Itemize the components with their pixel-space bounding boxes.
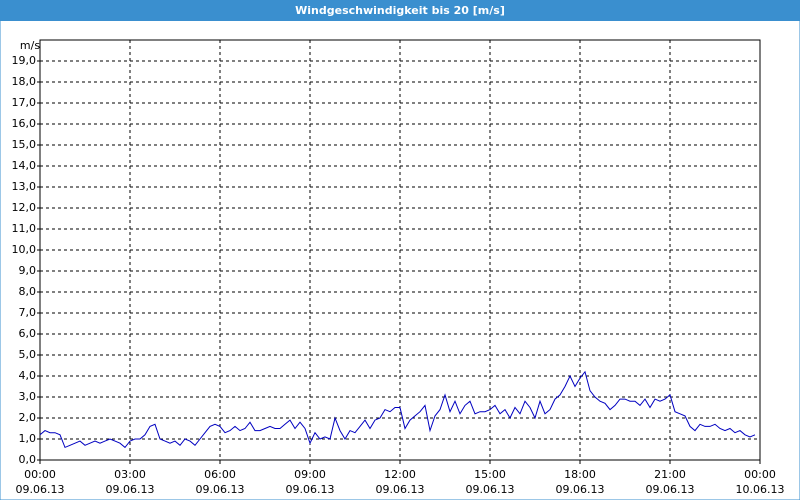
x-tick-label: 06:00 <box>204 468 236 481</box>
x-tick-date: 09.06.13 <box>376 483 425 496</box>
y-tick-label: 1,0 <box>19 432 37 445</box>
y-tick-label: 15,0 <box>12 138 37 151</box>
y-tick-label: 4,0 <box>19 369 37 382</box>
title-bar <box>0 0 800 21</box>
x-tick-date: 09.06.13 <box>466 483 515 496</box>
x-tick-label: 18:00 <box>564 468 596 481</box>
x-tick-date: 09.06.13 <box>16 483 65 496</box>
y-tick-label: 14,0 <box>12 159 37 172</box>
y-tick-label: 8,0 <box>19 285 37 298</box>
x-tick-label: 00:00 <box>24 468 56 481</box>
x-tick-date: 09.06.13 <box>196 483 245 496</box>
x-tick-label: 12:00 <box>384 468 416 481</box>
y-tick-label: 7,0 <box>19 306 37 319</box>
x-tick-date: 09.06.13 <box>556 483 605 496</box>
data-line <box>39 370 756 449</box>
x-tick-date: 09.06.13 <box>646 483 695 496</box>
y-tick-label: 5,0 <box>19 348 37 361</box>
y-tick-label: 9,0 <box>19 264 37 277</box>
x-tick-label: 00:00 <box>744 468 776 481</box>
y-tick-label: 3,0 <box>19 390 37 403</box>
x-tick-label: 21:00 <box>654 468 686 481</box>
y-unit: m/s <box>20 39 40 52</box>
y-tick-label: 19,0 <box>12 54 37 67</box>
y-tick-label: 11,0 <box>12 222 37 235</box>
x-tick-label: 15:00 <box>474 468 506 481</box>
x-tick-date: 09.06.13 <box>286 483 335 496</box>
y-tick-label: 0,0 <box>19 453 37 466</box>
x-tick-date: 09.06.13 <box>106 483 155 496</box>
x-tick-date: 10.06.13 <box>736 483 785 496</box>
y-tick-label: 16,0 <box>12 117 37 130</box>
y-tick-label: 17,0 <box>12 96 37 109</box>
y-tick-label: 13,0 <box>12 180 37 193</box>
y-tick-label: 2,0 <box>19 411 37 424</box>
y-tick-label: 12,0 <box>12 201 37 214</box>
y-tick-label: 18,0 <box>12 75 37 88</box>
y-tick-label: 10,0 <box>12 243 37 256</box>
x-tick-label: 03:00 <box>114 468 146 481</box>
chart-title: Windgeschwindigkeit bis 20 [m/s] <box>295 4 505 17</box>
x-tick-label: 09:00 <box>294 468 326 481</box>
y-tick-label: 6,0 <box>19 327 37 340</box>
